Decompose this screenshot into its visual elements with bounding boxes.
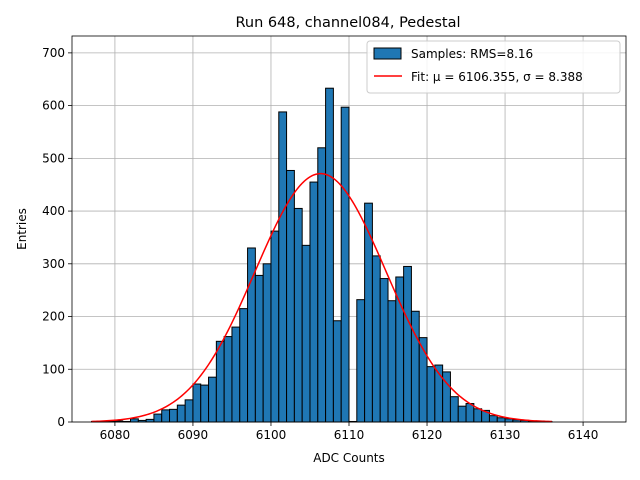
histogram-bar xyxy=(457,405,467,423)
histogram-bar xyxy=(215,340,225,423)
histogram-bar xyxy=(293,207,303,423)
y-tick-label: 400 xyxy=(42,204,65,218)
y-tick-label: 200 xyxy=(42,310,65,324)
histogram-bar xyxy=(278,111,288,423)
histogram-bar xyxy=(387,300,397,423)
x-axis-ticks: 6080 6090 6100 6110 6120 6130 6140 xyxy=(100,422,599,442)
histogram-bar xyxy=(332,320,342,423)
x-tick-label: 6130 xyxy=(490,428,521,442)
histogram-bar xyxy=(395,276,405,423)
y-tick-label: 0 xyxy=(57,415,65,429)
histogram-bar xyxy=(254,274,264,423)
fit-curve xyxy=(91,172,552,423)
histogram-bar xyxy=(473,408,483,423)
histogram-bar xyxy=(169,408,178,423)
histogram-bar xyxy=(364,202,373,423)
histogram-bar xyxy=(410,310,420,423)
histogram-bar xyxy=(286,169,295,423)
histogram-bar xyxy=(161,409,171,423)
histogram-bar xyxy=(371,255,381,423)
histogram-bar xyxy=(192,383,202,423)
histogram-bar xyxy=(239,308,249,423)
histogram-bar xyxy=(301,244,311,423)
x-tick-label: 6100 xyxy=(256,428,287,442)
histogram-bar xyxy=(465,403,475,423)
histogram-bar xyxy=(208,376,217,423)
histogram-bars xyxy=(91,87,553,423)
histogram-bar xyxy=(496,417,506,423)
histogram-bar xyxy=(325,87,334,423)
x-tick-label: 6090 xyxy=(178,428,209,442)
histogram-bar xyxy=(130,418,139,423)
x-tick-label: 6110 xyxy=(334,428,365,442)
histogram-bar xyxy=(449,396,459,423)
histogram-bar xyxy=(176,404,186,423)
histogram-bar xyxy=(504,418,514,423)
histogram-bar xyxy=(340,106,350,423)
legend-histogram-swatch xyxy=(373,47,402,60)
legend: Samples: RMS=8.16 Fit: μ = 6106.355, σ =… xyxy=(366,40,621,94)
y-tick-label: 300 xyxy=(42,257,65,271)
histogram-bar xyxy=(270,230,280,423)
histogram-bar xyxy=(309,181,319,423)
x-tick-label: 6140 xyxy=(568,428,599,442)
legend-histogram-label: Samples: RMS=8.16 xyxy=(411,47,533,61)
legend-box xyxy=(366,40,621,94)
y-tick-label: 500 xyxy=(42,151,65,165)
y-tick-label: 700 xyxy=(42,46,65,60)
histogram-bar xyxy=(200,384,210,423)
histogram-bar xyxy=(403,265,412,423)
histogram-bar xyxy=(184,399,194,423)
histogram-bar xyxy=(153,413,163,423)
legend-fit-label: Fit: μ = 6106.355, σ = 8.388 xyxy=(411,70,583,84)
x-tick-label: 6120 xyxy=(412,428,443,442)
histogram-bar xyxy=(426,366,436,423)
histogram-bar xyxy=(223,336,233,423)
x-tick-label: 6080 xyxy=(100,428,131,442)
chart-title: Run 648, channel084, Pedestal xyxy=(235,15,460,31)
y-axis-label: Entries xyxy=(15,208,29,250)
y-tick-label: 600 xyxy=(42,99,65,113)
histogram-bar xyxy=(488,415,498,423)
y-axis-ticks: 0 100 200 300 400 500 600 700 xyxy=(42,46,72,429)
histogram-bar xyxy=(356,299,366,423)
histogram-bar xyxy=(231,326,241,423)
y-tick-label: 100 xyxy=(42,362,65,376)
histogram-bar xyxy=(379,278,389,423)
histogram-bar xyxy=(317,147,327,423)
histogram-bar xyxy=(262,263,272,423)
x-axis-label: ADC Counts xyxy=(313,451,385,465)
